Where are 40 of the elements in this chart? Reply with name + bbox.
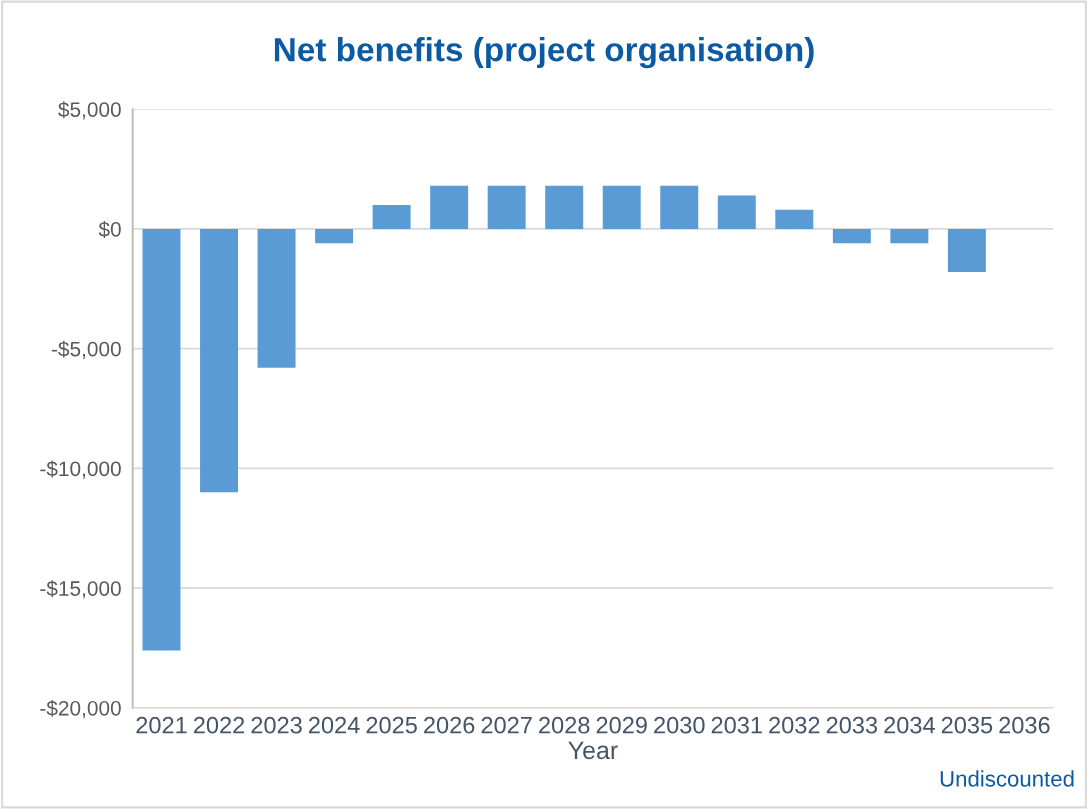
bar xyxy=(717,195,756,229)
x-tick-label: 2024 xyxy=(309,716,360,734)
x-tick-label: 2021 xyxy=(136,716,187,734)
bar xyxy=(315,228,354,244)
x-tick-label: 2036 xyxy=(999,716,1050,734)
bar xyxy=(200,228,239,493)
x-tick-label: 2025 xyxy=(366,716,417,734)
x-tick-label: 2030 xyxy=(654,716,705,734)
y-tick-label: -$20,000 xyxy=(40,700,121,719)
x-tick-label: 2034 xyxy=(884,716,935,734)
bar xyxy=(545,185,584,229)
bar xyxy=(775,209,814,229)
x-axis-title: Year xyxy=(568,741,618,760)
x-tick-label: 2029 xyxy=(596,716,647,734)
x-tick-label: 2033 xyxy=(826,716,878,734)
x-tick-label: 2028 xyxy=(539,716,590,734)
bar xyxy=(257,228,296,368)
text: Undiscounted xyxy=(940,770,1074,787)
bar xyxy=(947,228,986,273)
bar xyxy=(890,228,929,244)
chart-title: Net benefits (project organisation) xyxy=(274,36,814,69)
bar xyxy=(602,185,641,229)
x-tick-label: 2023 xyxy=(251,716,302,734)
bar xyxy=(142,228,181,651)
bar xyxy=(430,185,469,229)
x-tick-label: 2027 xyxy=(481,716,532,734)
x-tick-label: 2032 xyxy=(769,716,820,734)
bar xyxy=(487,185,526,229)
x-tick-label: 2022 xyxy=(193,716,245,734)
x-tick-label: 2035 xyxy=(941,716,993,734)
bar xyxy=(832,228,871,244)
bar xyxy=(660,185,699,229)
y-tick-label: -$10,000 xyxy=(40,460,121,479)
y-tick-label: -$15,000 xyxy=(40,580,121,599)
y-tick-label: -$5,000 xyxy=(51,340,121,359)
x-tick-label: 2031 xyxy=(711,716,762,734)
x-tick-label: 2026 xyxy=(424,716,475,734)
y-tick-label: $5,000 xyxy=(58,101,121,120)
bar xyxy=(372,205,411,229)
y-tick-label: $0 xyxy=(98,221,121,238)
